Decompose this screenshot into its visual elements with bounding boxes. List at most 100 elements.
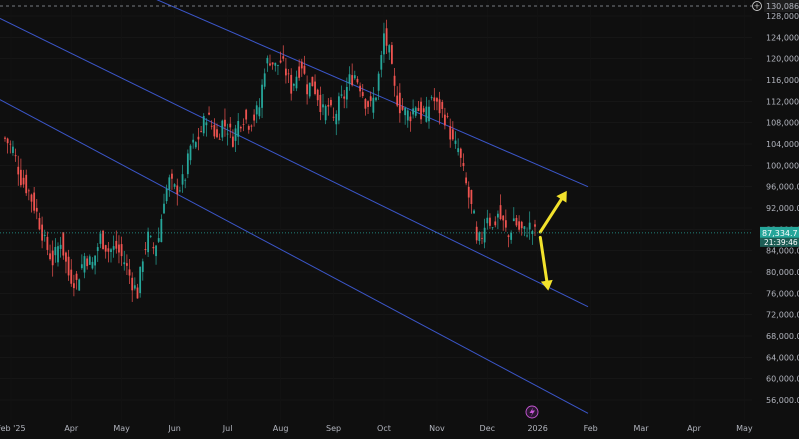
candle-body	[208, 112, 210, 115]
candle-body	[189, 145, 192, 161]
candle-body	[481, 237, 483, 239]
candle-body	[470, 189, 473, 205]
candle-body	[520, 221, 523, 229]
candle-body	[433, 97, 436, 102]
candle-body	[126, 263, 128, 266]
candle-body	[340, 94, 343, 96]
candle-body	[118, 244, 120, 253]
candle-body	[149, 235, 152, 237]
candle-body	[12, 146, 14, 154]
candle-body	[523, 226, 526, 229]
candle-body	[512, 218, 515, 222]
candle-body	[409, 116, 412, 122]
candle-body	[226, 133, 229, 135]
candle-body	[176, 185, 179, 195]
candle-body	[144, 249, 147, 250]
candle-body	[242, 124, 245, 125]
candle-body	[152, 246, 155, 249]
candle-body	[303, 65, 306, 74]
candle-body	[197, 136, 200, 140]
candle-body	[192, 139, 195, 143]
candle-body	[534, 224, 536, 227]
candle-body	[30, 194, 33, 202]
candle-body	[253, 114, 255, 121]
grid	[0, 15, 752, 401]
y-tick-label: 56,000.0	[766, 396, 799, 405]
candle-body	[274, 62, 277, 66]
candle-body	[115, 240, 118, 249]
x-tick-label: Aug	[273, 424, 289, 433]
candle-body	[531, 231, 534, 235]
candle-body	[133, 285, 136, 289]
candle-body	[147, 231, 149, 253]
candle-body	[46, 236, 49, 250]
candle-body	[475, 226, 478, 241]
candle-body	[444, 114, 446, 126]
plus-icon: +	[754, 2, 761, 11]
candle-body	[462, 162, 465, 167]
candle-body	[322, 104, 324, 108]
candle-body	[4, 137, 6, 139]
candle-body	[486, 217, 489, 224]
candle-body	[25, 174, 28, 194]
candle-body	[420, 101, 422, 120]
candle-body	[285, 68, 287, 76]
candle-body	[388, 45, 391, 53]
x-tick-label: Sep	[326, 424, 341, 433]
y-tick-label: 128,000.0	[766, 12, 799, 21]
x-tick-label: Jun	[167, 424, 181, 433]
x-axis: Feb '25 Apr May Jun Jul Aug Sep Oct Nov Dec 2026 Fe…	[0, 420, 753, 439]
candle-body	[35, 207, 38, 212]
candle-body	[282, 56, 285, 59]
candle-body	[361, 92, 364, 97]
last-price-label: 87,334.7 21:39:46	[760, 226, 799, 247]
candle-body	[436, 98, 438, 102]
candle-body	[224, 119, 226, 127]
candle-body	[160, 218, 163, 243]
candle-body	[449, 126, 452, 140]
candle-body	[277, 64, 279, 66]
candle-body	[351, 75, 354, 86]
candle-body	[430, 97, 433, 99]
candle-body	[218, 138, 221, 140]
candle-body	[67, 256, 70, 276]
candle-body	[412, 108, 414, 115]
candle-body	[338, 96, 340, 121]
candle-body	[86, 258, 89, 267]
add-icon[interactable]	[752, 1, 762, 11]
channel-line-lower	[0, 99, 589, 414]
candle-body	[306, 84, 308, 95]
candle-body	[258, 107, 261, 117]
candle-body	[324, 105, 327, 121]
candle-body	[401, 106, 404, 110]
candle-body	[375, 97, 377, 101]
candle-body	[483, 227, 486, 243]
candle-body	[396, 95, 399, 106]
candle-body	[454, 140, 457, 144]
candle-body	[494, 221, 497, 226]
candle-body	[54, 246, 57, 256]
channel-line-middle	[0, 17, 589, 308]
candle-body	[528, 222, 531, 230]
candle-body	[428, 106, 430, 122]
x-tick-label: Nov	[429, 424, 445, 433]
candle-body	[96, 247, 99, 252]
candle-body	[17, 166, 20, 175]
y-tick-label: 120,000.0	[766, 55, 799, 64]
y-tick-label: 80,000.0	[766, 268, 799, 277]
candle-body	[279, 60, 282, 63]
candle-body	[237, 121, 240, 137]
candle-body	[75, 273, 78, 280]
lightning-icon[interactable]	[525, 405, 539, 419]
y-tick-label: 84,000.0	[766, 247, 799, 256]
candle-body	[123, 262, 126, 265]
y-tick-label: 100,000.0	[766, 161, 799, 170]
candle-body	[173, 184, 176, 187]
candle-body	[83, 256, 86, 273]
candle-body	[128, 269, 131, 276]
candle-body	[465, 177, 467, 184]
candle-body	[369, 96, 372, 101]
candle-body	[319, 94, 322, 113]
candle-body	[51, 250, 54, 266]
